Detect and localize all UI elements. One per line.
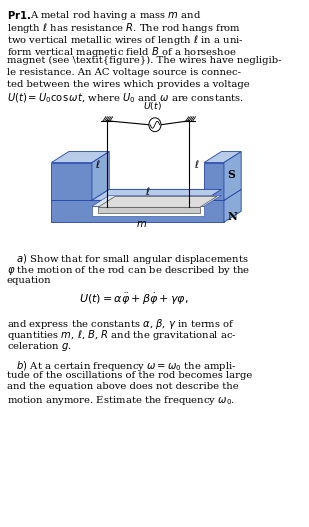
Text: motion anymore. Estimate the frequency $\omega_0$.: motion anymore. Estimate the frequency $… — [6, 394, 235, 407]
Text: $U(t)$: $U(t)$ — [143, 100, 162, 112]
Text: form vertical magnetic field $B$ of a horseshoe: form vertical magnetic field $B$ of a ho… — [6, 45, 236, 58]
Text: $U(t) = U_0 \cos\omega t$, where $U_0$ and $\omega$ are constants.: $U(t) = U_0 \cos\omega t$, where $U_0$ a… — [6, 92, 243, 105]
Text: $\ell$: $\ell$ — [95, 158, 101, 170]
Text: $\varphi$ the motion of the rod can be described by the: $\varphi$ the motion of the rod can be d… — [6, 264, 250, 277]
Circle shape — [149, 118, 161, 132]
Text: two vertical metallic wires of length $\ell$ in a uni-: two vertical metallic wires of length $\… — [6, 33, 243, 47]
Polygon shape — [98, 197, 217, 207]
Polygon shape — [92, 196, 221, 206]
Text: length $\ell$ has resistance $R$. The rod hangs from: length $\ell$ has resistance $R$. The ro… — [6, 21, 241, 35]
Text: $a)$ Show that for small angular displacements: $a)$ Show that for small angular displac… — [6, 252, 248, 266]
Text: magnet (see \textit{figure}). The wires have negligib-: magnet (see \textit{figure}). The wires … — [6, 56, 281, 65]
Polygon shape — [92, 189, 221, 200]
Text: equation: equation — [6, 276, 51, 285]
Text: and the equation above does not describe the: and the equation above does not describe… — [6, 383, 238, 392]
Polygon shape — [204, 152, 241, 162]
Polygon shape — [92, 206, 204, 216]
Polygon shape — [98, 207, 200, 213]
Polygon shape — [224, 152, 241, 200]
Text: ted between the wires which provides a voltage: ted between the wires which provides a v… — [6, 80, 249, 89]
Text: N: N — [227, 211, 237, 222]
Polygon shape — [51, 200, 224, 222]
Text: $b)$ At a certain frequency $\omega = \omega_0$ the ampli-: $b)$ At a certain frequency $\omega = \o… — [6, 359, 236, 373]
Text: $\mathbf{Pr1.}$: $\mathbf{Pr1.}$ — [6, 9, 31, 22]
Text: celeration $g$.: celeration $g$. — [6, 340, 71, 353]
Text: and express the constants $\alpha$, $\beta$, $\gamma$ in terms of: and express the constants $\alpha$, $\be… — [6, 317, 235, 331]
Text: A metal rod having a mass $m$ and: A metal rod having a mass $m$ and — [30, 9, 201, 22]
Text: $U(t) = \alpha\ddot{\varphi} + \beta\dot{\varphi} + \gamma\varphi,$: $U(t) = \alpha\ddot{\varphi} + \beta\dot… — [79, 291, 189, 307]
Text: tude of the oscillations of the rod becomes large: tude of the oscillations of the rod beco… — [6, 370, 252, 380]
Polygon shape — [51, 162, 92, 200]
Text: S: S — [227, 169, 235, 180]
Polygon shape — [224, 189, 241, 222]
Polygon shape — [51, 189, 241, 200]
Text: $\ell$: $\ell$ — [194, 158, 199, 170]
Text: $\ell$: $\ell$ — [145, 186, 151, 197]
Polygon shape — [204, 162, 224, 200]
Text: $m$: $m$ — [137, 219, 147, 229]
Text: quantities $m$, $\ell$, $B$, $R$ and the gravitational ac-: quantities $m$, $\ell$, $B$, $R$ and the… — [6, 328, 236, 343]
Polygon shape — [92, 152, 109, 200]
Text: le resistance. An AC voltage source is connec-: le resistance. An AC voltage source is c… — [6, 68, 241, 77]
Polygon shape — [51, 152, 109, 162]
